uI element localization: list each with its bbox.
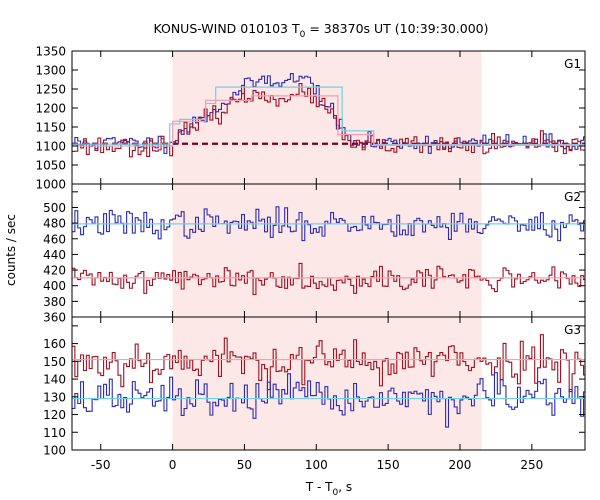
y-tick-label: 160 bbox=[43, 337, 66, 351]
panel-frame bbox=[71, 316, 586, 451]
fit-low-channel bbox=[72, 95, 585, 147]
panel-label: G1 bbox=[564, 57, 581, 71]
x-tick-label: 150 bbox=[377, 458, 400, 472]
panel-g1: 1000 1050 1100 1150 1200 1250 1300 1350 G1 bbox=[35, 45, 586, 192]
fit-high-channel bbox=[72, 86, 585, 146]
series-low-channel bbox=[72, 82, 585, 158]
series-low-channel bbox=[72, 334, 585, 393]
y-tick-label: 1000 bbox=[35, 178, 66, 192]
panel-plot-area bbox=[72, 206, 585, 296]
y-tick-label: 1350 bbox=[35, 45, 66, 59]
y-tick-label: 100 bbox=[43, 444, 66, 458]
x-axis-label-rest: , s bbox=[338, 480, 352, 494]
panel-label: G3 bbox=[564, 323, 581, 337]
y-tick-label: 120 bbox=[43, 408, 66, 422]
y-tick-label: 460 bbox=[43, 232, 66, 246]
y-tick-label: 1050 bbox=[35, 159, 66, 173]
y-tick-label: 380 bbox=[43, 295, 66, 309]
y-axis-label: counts / sec bbox=[4, 214, 18, 286]
panels-layer: 10001050110011501200125013001350G1360380… bbox=[35, 45, 586, 472]
x-tick-label: 200 bbox=[449, 458, 472, 472]
panel-g3: 100 110 120 130 140 150 160 G3 bbox=[43, 316, 586, 458]
y-tick-label: 1100 bbox=[35, 140, 66, 154]
y-tick-label: 1150 bbox=[35, 121, 66, 135]
y-tick-label: 150 bbox=[43, 355, 66, 369]
x-axis-label-main: T - T bbox=[305, 480, 333, 494]
y-tick-label: 400 bbox=[43, 279, 66, 293]
x-tick-label: 0 bbox=[169, 458, 177, 472]
x-tick-label: 250 bbox=[520, 458, 543, 472]
x-axis-label-subscript: 0 bbox=[333, 488, 339, 498]
x-tick-label: 100 bbox=[305, 458, 328, 472]
y-tick-label: 480 bbox=[43, 217, 66, 231]
y-tick-label: 1250 bbox=[35, 83, 66, 97]
panel-plot-area bbox=[72, 334, 585, 428]
y-tick-label: 1200 bbox=[35, 102, 66, 116]
chart-title-rest: = 38370s UT (10:39:30.000) bbox=[305, 21, 488, 36]
y-tick-label: 110 bbox=[43, 426, 66, 440]
x-axis-label: T - T0, s bbox=[305, 480, 352, 498]
chart-title: KONUS-WIND 010103 T0 = 38370s UT (10:39:… bbox=[153, 21, 488, 40]
y-tick-label: 420 bbox=[43, 264, 66, 278]
panel-label: G2 bbox=[564, 190, 581, 204]
y-tick-label: 440 bbox=[43, 248, 66, 262]
y-tick-label: 360 bbox=[43, 311, 66, 325]
chart-title-subscript: 0 bbox=[300, 30, 306, 40]
y-tick-label: 500 bbox=[43, 201, 66, 215]
panel-plot-area bbox=[72, 72, 585, 158]
chart-title-main: KONUS-WIND 010103 T bbox=[153, 21, 299, 36]
highlight-interval bbox=[172, 51, 482, 450]
y-tick-label: 140 bbox=[43, 373, 66, 387]
x-tick-label: 50 bbox=[237, 458, 252, 472]
y-tick-label: 130 bbox=[43, 390, 66, 404]
y-tick-label: 1300 bbox=[35, 64, 66, 78]
x-tick-label: -50 bbox=[91, 458, 111, 472]
